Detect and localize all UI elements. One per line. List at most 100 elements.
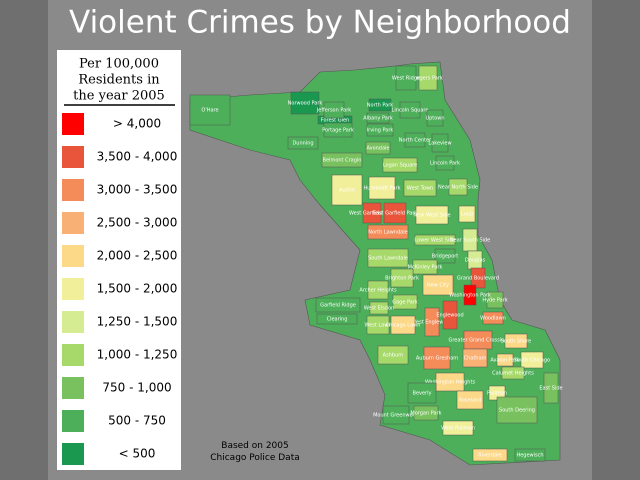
neighborhood-area <box>472 448 508 462</box>
neighborhood-area <box>189 94 231 126</box>
neighborhood-area <box>369 301 389 315</box>
legend-label: 500 - 750 <box>108 414 166 428</box>
neighborhood-label: Greater Grand Crossing <box>448 338 507 344</box>
neighborhood-label: Jefferson Park <box>316 108 351 114</box>
neighborhood-label: Avondale <box>366 146 389 152</box>
neighborhood-area <box>382 157 418 173</box>
neighborhood-area <box>504 333 528 349</box>
neighborhood-area <box>456 390 484 410</box>
legend-label: 1,000 - 1,250 <box>97 348 178 362</box>
neighborhood-area <box>442 300 458 330</box>
neighborhood-area <box>486 291 504 309</box>
neighborhood-area <box>315 297 361 313</box>
neighborhood-area <box>413 405 439 421</box>
neighborhood-area <box>367 224 409 240</box>
neighborhood-label: Chicago Lawn <box>386 323 421 329</box>
neighborhood-label: Bridgeport <box>432 254 459 260</box>
neighborhood-label: Loop <box>461 212 473 218</box>
neighborhood-area <box>323 122 353 138</box>
neighborhood-area <box>470 267 486 289</box>
neighborhood-label: Auburn Gresham <box>416 356 458 362</box>
neighborhood-label: Uptown <box>425 116 444 122</box>
legend-label: 3,500 - 4,000 <box>97 150 178 164</box>
neighborhood-label: McKinley Park <box>408 265 443 271</box>
neighborhood-label: Lincoln Park <box>430 161 460 167</box>
neighborhood-area <box>367 248 409 268</box>
neighborhood-area <box>426 109 444 127</box>
neighborhood-label: Calumet Heights <box>492 371 534 377</box>
neighborhood-area <box>366 315 390 335</box>
neighborhood-label: West Elsdon <box>364 306 394 312</box>
neighborhood-area <box>407 382 437 404</box>
neighborhood-label: East Side <box>539 386 562 392</box>
neighborhood-area <box>458 205 476 223</box>
neighborhood-label: Ashburn <box>383 353 404 359</box>
legend-label: 750 - 1,000 <box>102 381 171 395</box>
legend-label: > 4,000 <box>113 117 161 131</box>
neighborhood-label: Beverly <box>413 391 432 397</box>
neighborhood-label: Grand Boulevard <box>457 276 499 282</box>
legend-swatch <box>62 212 84 234</box>
neighborhood-area <box>414 234 456 246</box>
neighborhood-area <box>462 348 488 368</box>
neighborhood-label: Lakeview <box>428 141 451 147</box>
neighborhood-area <box>390 315 416 335</box>
neighborhood-area <box>435 155 455 171</box>
legend-swatch <box>62 245 84 267</box>
source-line: Based on 2005 <box>221 441 288 451</box>
neighborhood-area <box>331 174 363 206</box>
neighborhood-label: Garfield Ridge <box>320 303 356 309</box>
neighborhood-area <box>418 65 438 91</box>
neighborhood-area <box>442 420 474 436</box>
neighborhood-area <box>422 274 454 296</box>
neighborhood-label: Lower West Side <box>414 238 455 244</box>
neighborhood-area <box>412 259 438 275</box>
legend-label: 1,500 - 2,000 <box>97 282 178 296</box>
neighborhood-label: Belmont Cragin <box>323 158 362 164</box>
neighborhood-label: West Ridge <box>392 76 420 82</box>
neighborhood-area <box>514 448 546 462</box>
neighborhood-label: Hyde Park <box>482 298 507 304</box>
legend-swatch <box>62 410 84 432</box>
neighborhood-label: Chatham <box>464 356 487 362</box>
neighborhood-label: South Shore <box>501 339 532 345</box>
neighborhood-area <box>287 136 319 150</box>
legend-header: Residents in <box>78 73 160 88</box>
legend-swatch <box>62 278 84 300</box>
neighborhood-area <box>366 112 390 124</box>
neighborhood-area <box>415 205 449 225</box>
neighborhood-label: Douglas <box>465 258 486 264</box>
neighborhood-area <box>435 372 465 392</box>
neighborhood-area <box>377 345 409 365</box>
neighborhood-label: New West Side <box>413 213 450 219</box>
neighborhood-label: Pullman <box>487 391 507 397</box>
neighborhood-label: North Park <box>367 103 393 109</box>
neighborhood-label: Gage Park <box>392 300 418 306</box>
neighborhood-area <box>520 351 544 369</box>
neighborhood-label: Lincoln Square <box>392 108 429 114</box>
neighborhood-label: Logan Square <box>383 163 417 169</box>
neighborhood-label: Near North Side <box>438 185 478 191</box>
neighborhood-label: Hegewisch <box>516 453 543 459</box>
neighborhood-label: Portage Park <box>322 128 354 134</box>
neighborhood-area <box>362 202 382 224</box>
neighborhood-label: Austin <box>339 188 355 194</box>
map-title: Violent Crimes by Neighborhood <box>69 5 571 41</box>
neighborhood-area <box>390 268 414 288</box>
source-line: Chicago Police Data <box>210 453 299 463</box>
neighborhood-area <box>368 98 392 112</box>
legend-header: Per 100,000 <box>79 57 159 72</box>
legend-swatch <box>62 311 84 333</box>
neighborhood-area <box>431 133 449 153</box>
neighborhood-label: Washington Heights <box>425 380 476 386</box>
neighborhood-label: South Deering <box>499 408 535 414</box>
neighborhood-area <box>543 372 559 404</box>
neighborhood-label: New City <box>427 283 449 289</box>
neighborhood-area <box>404 132 426 148</box>
neighborhood-label: East Garfield Park <box>373 211 418 217</box>
neighborhood-label: West Garfield Park <box>349 211 395 217</box>
neighborhood-label: Woodlawn <box>480 316 506 322</box>
